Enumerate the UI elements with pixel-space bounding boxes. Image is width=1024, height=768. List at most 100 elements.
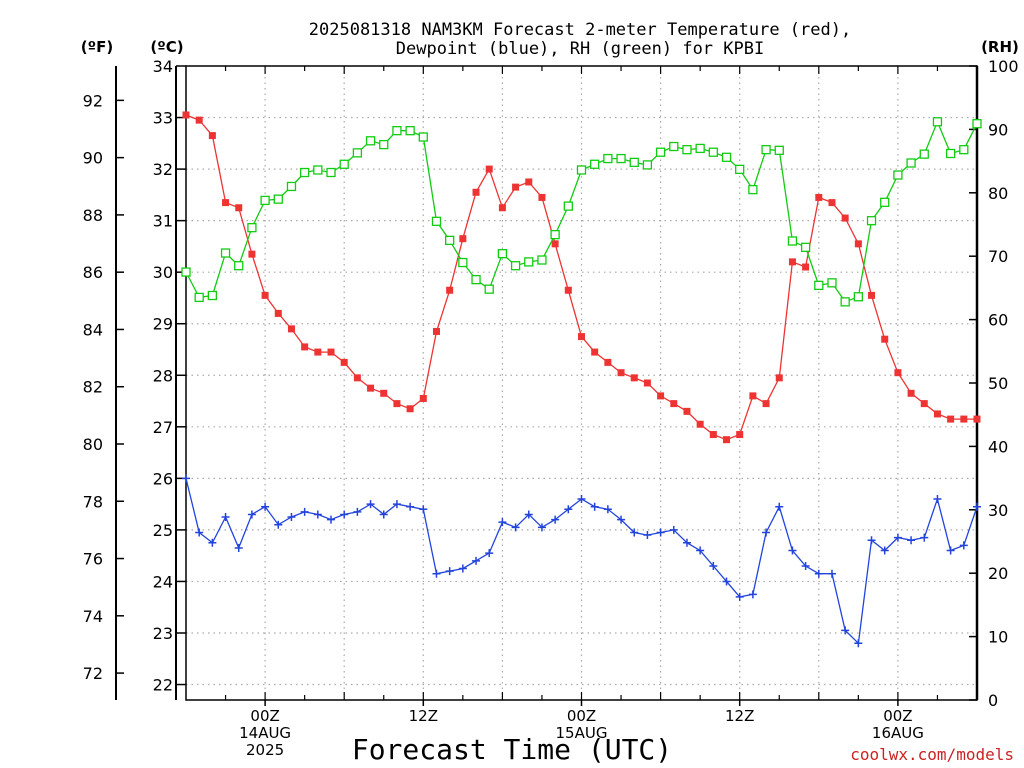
- temperature-point: [736, 431, 744, 439]
- rh-point: [537, 255, 547, 265]
- temperature-point: [947, 415, 955, 423]
- temperature-point: [393, 400, 401, 408]
- axes: [115, 65, 979, 701]
- dewpoint-point: [366, 500, 375, 509]
- dewpoint-point: [696, 546, 705, 555]
- temperature-point: [353, 374, 361, 382]
- temperature-point: [195, 116, 203, 124]
- dewpoint-point: [524, 510, 533, 519]
- celsius-tick-label: 33: [153, 109, 173, 128]
- rh-point: [590, 159, 600, 169]
- plot-frame: [185, 65, 978, 701]
- rh-point: [893, 170, 903, 180]
- rh-point: [563, 201, 573, 211]
- celsius-tick-label: 29: [153, 315, 173, 334]
- temperature-point: [854, 240, 862, 248]
- temperature-point: [920, 400, 928, 408]
- temperature-point: [235, 204, 243, 212]
- temperature-point: [367, 384, 375, 392]
- dewpoint-point: [827, 569, 836, 578]
- temperature-point: [380, 389, 388, 397]
- dewpoint-point: [709, 561, 718, 570]
- rh-point: [655, 147, 666, 157]
- rh-point: [352, 148, 363, 158]
- rh-point: [972, 119, 982, 129]
- temperature-point: [802, 263, 810, 271]
- fahrenheit-tick-label: 76: [83, 550, 103, 569]
- temperature-point: [512, 183, 520, 191]
- celsius-tick-label: 30: [153, 263, 173, 282]
- fahrenheit-tick-label: 74: [83, 607, 103, 626]
- rh-series: [181, 117, 982, 307]
- x-tick-label: 2025: [246, 741, 284, 759]
- dewpoint-point: [748, 590, 757, 599]
- rh-tick-label: 0: [988, 691, 998, 710]
- temperature-point: [933, 410, 941, 418]
- temperature-series: [182, 111, 981, 444]
- rh-tick-label: 40: [988, 437, 1008, 456]
- rh-tick-label: 50: [988, 374, 1008, 393]
- rh-point: [445, 235, 455, 246]
- rh-point: [405, 126, 415, 136]
- rh-point: [510, 261, 521, 271]
- rh-point: [484, 284, 494, 294]
- dewpoint-point: [959, 541, 968, 550]
- dewpoint-point: [445, 567, 454, 576]
- temperature-point: [340, 358, 348, 366]
- temperature-point: [709, 431, 717, 439]
- dewpoint-point: [498, 518, 507, 527]
- dewpoint-point: [946, 546, 955, 555]
- rh-point: [471, 275, 481, 285]
- dewpoint-point: [327, 515, 336, 524]
- temperature-point: [907, 389, 915, 397]
- rh-point: [748, 184, 758, 195]
- dewpoint-point: [617, 515, 626, 524]
- dewpoint-series: [182, 474, 981, 648]
- dewpoint-point: [577, 494, 586, 503]
- rh-point: [695, 143, 705, 154]
- rh-point: [774, 145, 784, 155]
- fahrenheit-tick-label: 78: [83, 492, 103, 511]
- temperature-point: [828, 199, 836, 207]
- dewpoint-point: [511, 523, 520, 532]
- temperature-point: [446, 286, 454, 294]
- data-series: [181, 111, 982, 648]
- temperature-point: [274, 309, 282, 317]
- source-credit: coolwx.com/models: [850, 745, 1014, 764]
- celsius-tick-label: 24: [153, 572, 173, 591]
- rh-point: [669, 141, 679, 152]
- dewpoint-point: [735, 592, 744, 601]
- celsius-tick-label: 25: [153, 521, 173, 540]
- rh-point: [787, 236, 798, 246]
- rh-point: [932, 117, 943, 127]
- rh-point: [682, 145, 692, 155]
- temperature-point: [604, 358, 612, 366]
- rh-point: [708, 147, 718, 157]
- fahrenheit-tick-label: 82: [83, 378, 103, 397]
- rh-point: [326, 167, 336, 178]
- rh-tick-label: 70: [988, 247, 1008, 266]
- x-axis-title: Forecast Time (UTC): [352, 733, 672, 766]
- temperature-point: [432, 327, 440, 335]
- fahrenheit-tick-label: 88: [83, 206, 103, 225]
- temperature-point: [696, 420, 704, 428]
- rh-axis-ticks: 0 10 20 30 40 50 60 70 80 90 100: [969, 57, 1019, 710]
- fahrenheit-unit-label: (ºF): [81, 38, 113, 56]
- rh-point: [800, 242, 811, 252]
- dewpoint-point: [551, 515, 560, 524]
- dewpoint-point: [564, 505, 573, 514]
- temperature-point: [617, 369, 625, 377]
- temperature-point: [419, 394, 427, 402]
- dewpoint-point: [643, 531, 652, 540]
- dewpoint-point: [841, 626, 850, 635]
- rh-point: [299, 167, 310, 178]
- dewpoint-point: [537, 523, 546, 532]
- fahrenheit-tick-label: 84: [83, 320, 103, 339]
- temperature-point: [657, 392, 665, 400]
- dewpoint-point: [973, 502, 981, 511]
- rh-point: [840, 297, 850, 307]
- dewpoint-point: [801, 561, 810, 570]
- rh-point: [379, 139, 389, 150]
